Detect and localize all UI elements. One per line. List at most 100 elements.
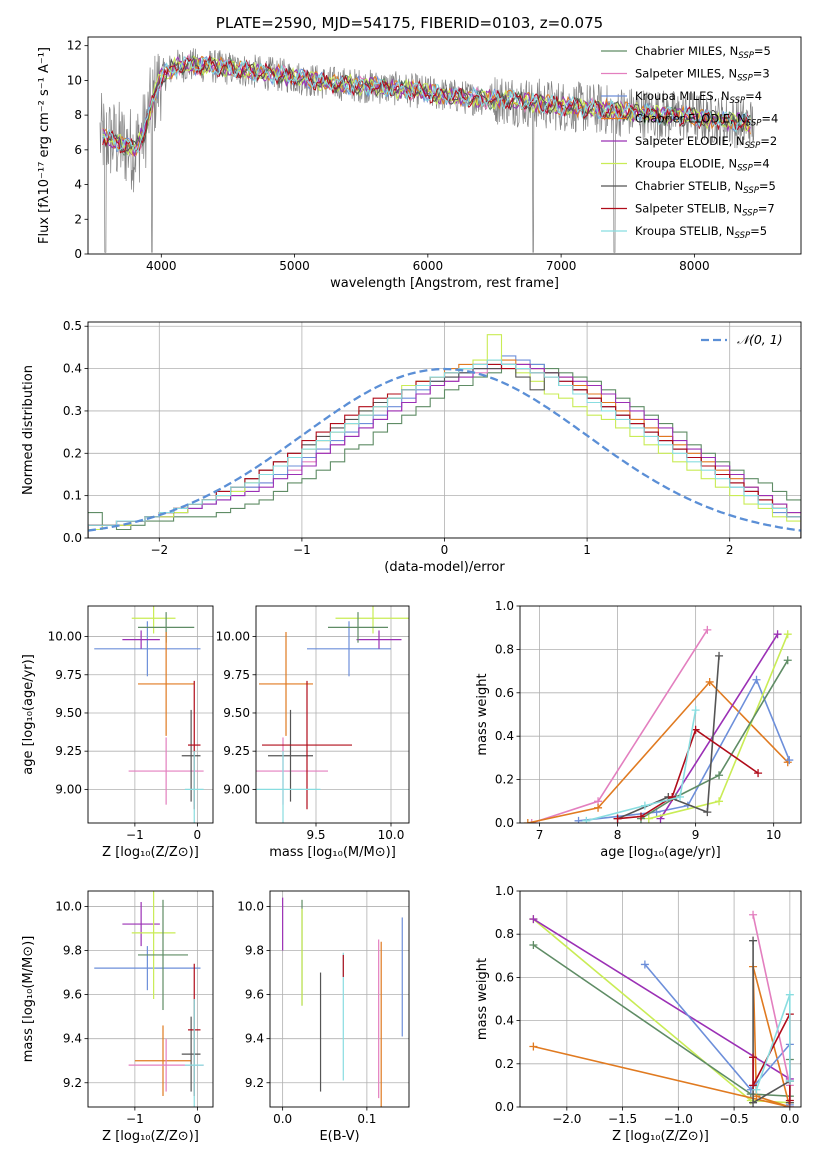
x-tick-label: 0	[194, 828, 202, 842]
weight-line-chabrier_elodie	[527, 680, 789, 823]
chart-weight_vs_Z: −2.0 −1.5 −1.0 −0.5 0.0 0.0 0.2 0.4 0.6 0.8 1.0 Z […	[475, 884, 802, 1144]
weight-marker-chabrier_elodie	[594, 803, 603, 812]
weight-marker-kroupa_stelib	[640, 801, 649, 810]
x-tick-label: 7000	[546, 259, 577, 273]
axes-frame	[87, 36, 802, 255]
plot-area	[270, 891, 409, 1107]
weight-marker-chabrier_stelib	[749, 936, 758, 945]
x-tick-label: −0.5	[720, 1112, 749, 1126]
weight-marker-kroupa_miles	[752, 675, 761, 684]
x-tick-label: −2.0	[552, 1112, 581, 1126]
x-tick-label: −1	[126, 828, 144, 842]
weight-line-chabrier_miles	[640, 659, 789, 820]
weight-marker-chabrier_stelib	[715, 651, 724, 660]
weight-marker-kroupa_stelib	[691, 706, 700, 715]
y-tick-label: 0.8	[495, 927, 514, 941]
y-tick-label: 0.2	[495, 1057, 514, 1071]
axes-frame	[519, 605, 802, 824]
y-tick-label: 9.50	[223, 706, 250, 720]
x-axis-label: E(B-V)	[319, 1129, 359, 1144]
legend-label: Kroupa STELIB, NSSP=5	[635, 224, 767, 241]
y-tick-label: 9.8	[63, 944, 82, 958]
legend-label: Salpeter ELODIE, NSSP=2	[635, 134, 777, 151]
y-tick-label: 10.00	[216, 630, 250, 644]
plot-area	[520, 891, 801, 1107]
y-tick-label: 0.4	[495, 1014, 514, 1028]
x-tick-label: 0.0	[780, 1112, 799, 1126]
weight-line-kroupa_stelib	[586, 710, 697, 822]
chart-mass_vs_ebv: 0.0 0.1 9.2 9.4 9.6 9.8 10.0 E(B-V)	[237, 890, 410, 1144]
axes-frame	[87, 321, 802, 539]
x-tick-label: −2	[150, 543, 168, 557]
plot-area	[88, 606, 213, 823]
chart-weight_vs_age: 7 8 9 10 0.0 0.2 0.4 0.6 0.8 1.0 age [log₁₀(age/yr…	[475, 599, 802, 860]
x-tick-label: 1	[583, 543, 591, 557]
x-tick-label: −1	[126, 1112, 144, 1126]
x-tick-label: 5000	[279, 259, 310, 273]
y-tick-label: 0.0	[495, 816, 514, 830]
weight-marker-kroupa_stelib	[785, 990, 794, 999]
weight-marker-kroupa_elodie	[644, 814, 653, 823]
y-axis-label: age [log₁₀(age/yr)]	[21, 654, 36, 775]
x-tick-label: 0	[441, 543, 449, 557]
y-tick-label: 9.4	[245, 1032, 264, 1046]
weight-marker-chabrier_elodie	[705, 677, 714, 686]
weight-marker-salpeter_miles	[527, 819, 536, 823]
y-tick-label: 0.1	[63, 489, 82, 503]
y-tick-label: 4	[74, 178, 82, 192]
weight-line-salpeter_elodie	[659, 633, 779, 820]
weight-marker-salpeter_stelib	[613, 814, 622, 823]
y-tick-label: 6	[74, 143, 82, 157]
y-tick-label: 9.75	[223, 668, 250, 682]
weight-marker-salpeter_stelib	[636, 812, 645, 821]
x-axis-label: Z [log₁₀(Z/Z⊙)]	[612, 1129, 709, 1144]
chart-age_vs_Z: −1 0 9.00 9.25 9.50 9.75 10.00 Z [log₁₀(Z/Z⊙)] a…	[21, 605, 214, 860]
axes-frame	[87, 890, 214, 1108]
y-tick-label: 12	[67, 39, 82, 53]
weight-line-chabrier_stelib	[752, 940, 791, 1105]
weight-marker-chabrier_elodie	[523, 819, 532, 823]
figure-title: PLATE=2590, MJD=54175, FIBERID=0103, z=0…	[216, 14, 603, 32]
gaussian-curve	[88, 367, 801, 532]
x-tick-label: 2	[726, 543, 734, 557]
y-tick-label: 0.4	[63, 362, 82, 376]
weight-marker-kroupa_stelib	[785, 1077, 794, 1086]
y-tick-label: 9.6	[63, 988, 82, 1002]
y-axis-label: Normed distribution	[21, 365, 36, 495]
y-tick-label: 0.5	[63, 319, 82, 333]
y-tick-label: 2	[74, 212, 82, 226]
y-tick-label: 0.8	[495, 642, 514, 656]
weight-marker-kroupa_elodie	[715, 797, 724, 806]
legend-label: Salpeter MILES, NSSP=3	[635, 67, 770, 84]
y-tick-label: 9.00	[223, 782, 250, 796]
x-tick-label: 10.0	[378, 828, 405, 842]
y-tick-label: 0.0	[495, 1100, 514, 1114]
x-tick-label: 8000	[679, 259, 710, 273]
y-tick-label: 9.25	[55, 744, 82, 758]
weight-line-kroupa_elodie	[532, 918, 790, 1104]
axes-frame	[519, 890, 802, 1108]
y-axis-label: Flux [fλ10⁻¹⁷ erg cm⁻² s⁻¹ A⁻¹]	[37, 47, 52, 244]
x-tick-label: 4000	[146, 259, 177, 273]
weight-marker-salpeter_stelib	[754, 769, 763, 778]
weight-line-chabrier_stelib	[617, 655, 720, 820]
y-tick-label: 9.2	[245, 1076, 264, 1090]
x-tick-label: 7	[536, 828, 544, 842]
weight-marker-kroupa_miles	[574, 816, 583, 823]
legend-label: Chabrier MILES, NSSP=5	[635, 44, 771, 61]
axes-frame	[87, 605, 214, 824]
y-tick-label: 10.00	[48, 630, 82, 644]
x-tick-label: 0.0	[273, 1112, 292, 1126]
weight-marker-salpeter_miles	[703, 625, 712, 634]
weight-marker-salpeter_stelib	[785, 1096, 794, 1105]
x-axis-label: Z [log₁₀(Z/Z⊙)]	[102, 1129, 199, 1144]
weight-line-salpeter_elodie	[532, 918, 791, 1080]
y-tick-label: 0.2	[495, 773, 514, 787]
y-tick-label: 8	[74, 108, 82, 122]
weight-marker-chabrier_stelib	[703, 808, 712, 817]
x-tick-label: −1.5	[608, 1112, 637, 1126]
legend-label: Salpeter STELIB, NSSP=7	[635, 202, 775, 219]
x-tick-label: 9	[692, 828, 700, 842]
weight-marker-salpeter_elodie	[773, 630, 782, 639]
